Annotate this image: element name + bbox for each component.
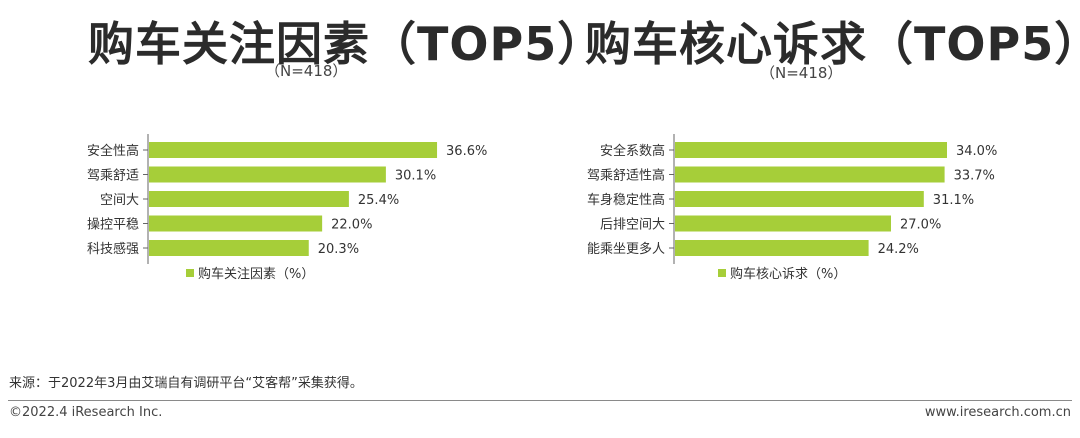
category-label: 车身稳定性高: [587, 192, 665, 208]
legend-swatch: [186, 269, 194, 277]
chart-left-title: 购车关注因素（TOP5）: [88, 17, 605, 71]
data-label: 36.6%: [446, 144, 487, 159]
data-label: 25.4%: [358, 193, 399, 208]
website-link[interactable]: www.iresearch.com.cn: [924, 405, 1071, 420]
category-label: 驾乘舒适性高: [587, 168, 665, 184]
legend-label: 购车关注因素（%）: [198, 266, 314, 282]
legend-label: 购车核心诉求（%）: [730, 266, 846, 282]
chart-right: 安全系数高 34.0% 驾乘舒适性高 33.7% 车身稳定性高 31.1% 后排空间大 27.…: [587, 134, 997, 282]
bar: [149, 191, 349, 207]
bar: [675, 215, 891, 232]
bar: [675, 240, 869, 256]
category-label: 能乘坐更多人: [587, 241, 665, 257]
chart-left: 安全性高 36.6% 驾乘舒适 30.1% 空间大 25.4% 操控平稳 22.0% 科技感强 2…: [87, 134, 487, 282]
source-note: 来源：于2022年3月由艾瑞自有调研平台“艾客帮”采集获得。: [9, 376, 363, 391]
chart-right-subtitle: （N=418）: [760, 64, 843, 82]
bar: [149, 166, 386, 183]
data-label: 22.0%: [331, 218, 372, 233]
copyright-text: ©2022.4 iResearch Inc.: [9, 405, 163, 420]
bar: [675, 142, 947, 158]
bar: [149, 240, 309, 256]
category-label: 科技感强: [87, 241, 139, 257]
category-label: 空间大: [100, 193, 139, 208]
category-label: 操控平稳: [87, 217, 139, 233]
data-label: 20.3%: [318, 242, 359, 257]
bar: [149, 215, 323, 232]
category-label: 安全系数高: [600, 143, 665, 159]
category-label: 驾乘舒适: [87, 169, 139, 184]
chart-right-title: 购车核心诉求（TOP5）: [585, 17, 1080, 71]
legend-swatch: [718, 269, 726, 277]
footer-divider: [8, 400, 1072, 401]
data-label: 27.0%: [900, 218, 941, 233]
data-label: 33.7%: [954, 169, 995, 184]
bar: [675, 191, 924, 207]
bar: [675, 166, 945, 183]
chart-left-subtitle: （N=418）: [265, 62, 348, 80]
data-label: 31.1%: [933, 193, 974, 208]
category-label: 安全性高: [87, 143, 139, 159]
category-label: 后排空间大: [600, 218, 665, 233]
data-label: 34.0%: [956, 144, 997, 159]
data-label: 30.1%: [395, 169, 436, 184]
data-label: 24.2%: [878, 242, 919, 257]
bar: [149, 142, 438, 158]
